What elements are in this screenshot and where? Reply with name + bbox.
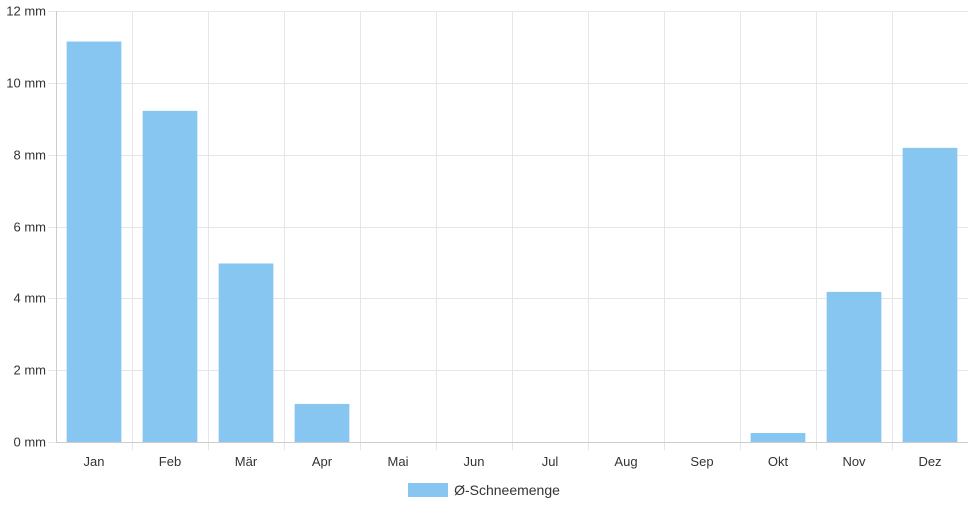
bar-nov[interactable] <box>826 291 882 442</box>
bar-dez[interactable] <box>902 147 958 442</box>
bar-apr[interactable] <box>294 403 350 442</box>
bar-feb[interactable] <box>142 110 198 443</box>
x-tick-label: Mär <box>235 454 258 469</box>
x-tick-label: Dez <box>918 454 941 469</box>
x-tick-label: Apr <box>312 454 333 469</box>
x-tick-label: Jan <box>84 454 105 469</box>
x-tick-label: Sep <box>690 454 713 469</box>
x-axis-labels: Jan Feb Mär Apr Mai Jun Jul Aug Sep Okt Nov Dez <box>84 454 942 469</box>
x-tick-label: Feb <box>159 454 181 469</box>
x-tick-label: Mai <box>388 454 409 469</box>
bars <box>66 41 958 443</box>
x-tick-label: Nov <box>842 454 866 469</box>
y-tick-label: 12 mm <box>6 4 46 19</box>
y-tick-label: 10 mm <box>6 76 46 91</box>
y-tick-label: 0 mm <box>14 435 47 450</box>
bar-mär[interactable] <box>218 263 274 442</box>
y-tick-label: 4 mm <box>14 291 47 306</box>
x-tick-label: Jun <box>464 454 485 469</box>
legend[interactable]: Ø-Schneemenge <box>0 482 968 498</box>
legend-swatch <box>408 483 449 497</box>
x-tick-label: Jul <box>542 454 559 469</box>
x-tick-label: Aug <box>614 454 637 469</box>
y-tick-label: 8 mm <box>14 148 47 163</box>
y-tick-label: 2 mm <box>14 363 47 378</box>
y-axis-labels: 0 mm 2 mm 4 mm 6 mm 8 mm 10 mm 12 mm <box>6 4 46 450</box>
legend-label: Ø-Schneemenge <box>454 482 560 498</box>
bar-jan[interactable] <box>66 41 122 442</box>
x-tick-label: Okt <box>768 454 789 469</box>
axes <box>56 11 968 443</box>
bar-okt[interactable] <box>750 433 806 442</box>
y-tick-label: 6 mm <box>14 220 47 235</box>
